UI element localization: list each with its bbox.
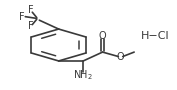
Text: H−Cl: H−Cl xyxy=(141,31,170,41)
Text: F: F xyxy=(19,12,25,22)
Text: O: O xyxy=(99,31,106,41)
Text: NH$_2$: NH$_2$ xyxy=(73,68,93,82)
Text: O: O xyxy=(116,52,124,62)
Text: F: F xyxy=(28,5,33,15)
Text: F: F xyxy=(28,21,33,31)
